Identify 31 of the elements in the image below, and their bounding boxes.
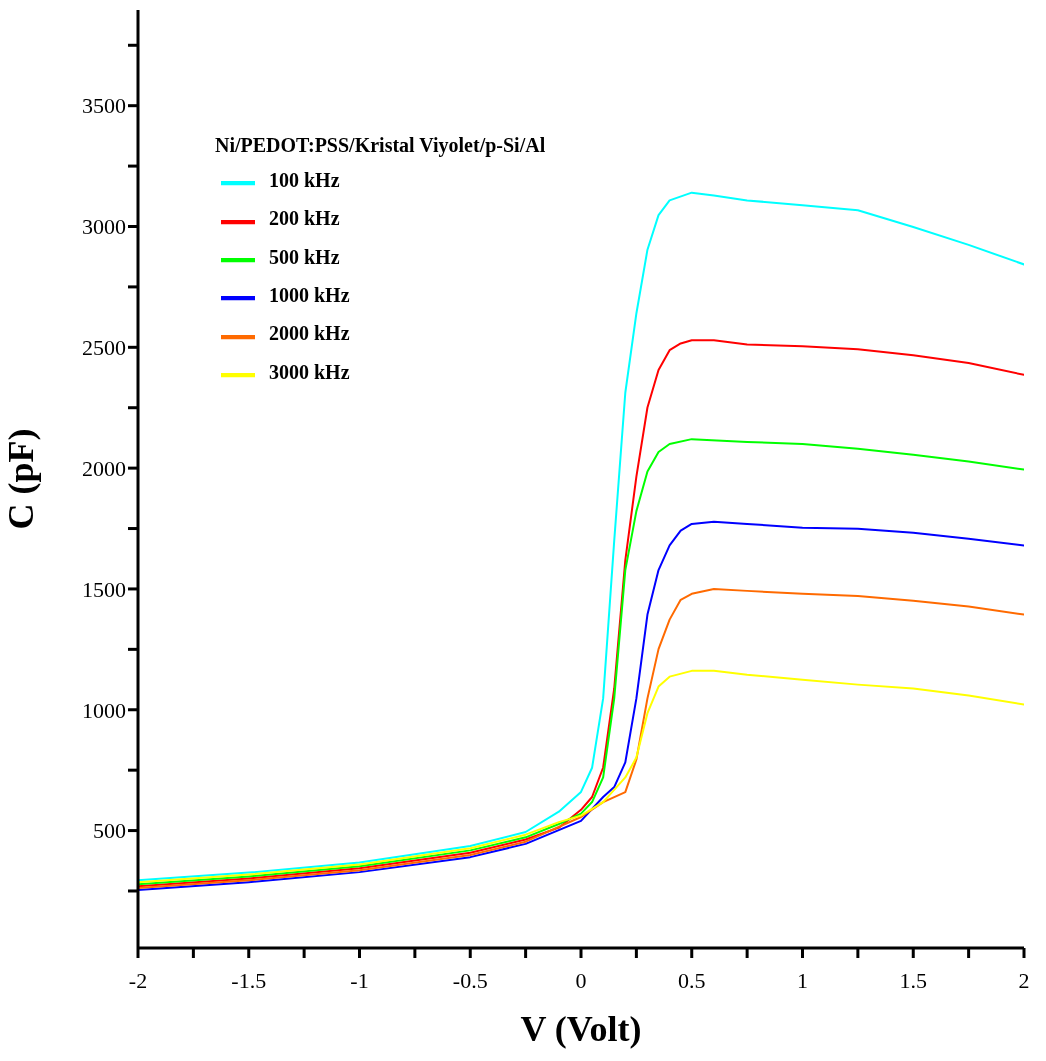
x-tick-label: -2 [128, 967, 148, 993]
x-tick-label: 2 [1018, 967, 1030, 993]
x-tick-label: -1.5 [231, 967, 267, 993]
x-tick-label: 0 [575, 967, 587, 993]
x-tick-label: 1.5 [899, 967, 927, 993]
line-series [138, 520, 1024, 892]
x-tick-label: -1 [350, 967, 369, 993]
y-tick-label: 1000 [82, 697, 126, 723]
legend-title: Ni/PEDOT:PSS/Kristal Viyolet/p-Si/Al [215, 134, 546, 157]
legend-label: 2000 kHz [269, 322, 350, 345]
legend-label: 200 kHz [269, 207, 340, 230]
y-axis-title: C (pF) [0, 428, 41, 530]
x-axis-title: V (Volt) [520, 1009, 642, 1049]
x-tick-label: -0.5 [452, 967, 488, 993]
legend-label: 500 kHz [269, 245, 340, 268]
line-series [138, 669, 1024, 884]
y-tick-label: 3000 [82, 214, 126, 240]
line-series [138, 339, 1024, 888]
y-tick-label: 2000 [82, 455, 126, 481]
legend-label: 3000 kHz [269, 360, 350, 383]
x-tick-label: 0.5 [678, 967, 706, 993]
legend-label: 100 kHz [269, 169, 340, 191]
legend-label: 1000 kHz [269, 283, 350, 306]
line-series [138, 438, 1024, 886]
y-tick-label: 3500 [82, 93, 126, 119]
line-series [138, 191, 1024, 882]
y-tick-label: 1500 [82, 576, 126, 602]
line-series [138, 587, 1024, 890]
x-tick-label: 1 [797, 967, 808, 993]
y-tick-label: 2500 [82, 335, 126, 361]
y-tick-label: 500 [93, 818, 126, 844]
